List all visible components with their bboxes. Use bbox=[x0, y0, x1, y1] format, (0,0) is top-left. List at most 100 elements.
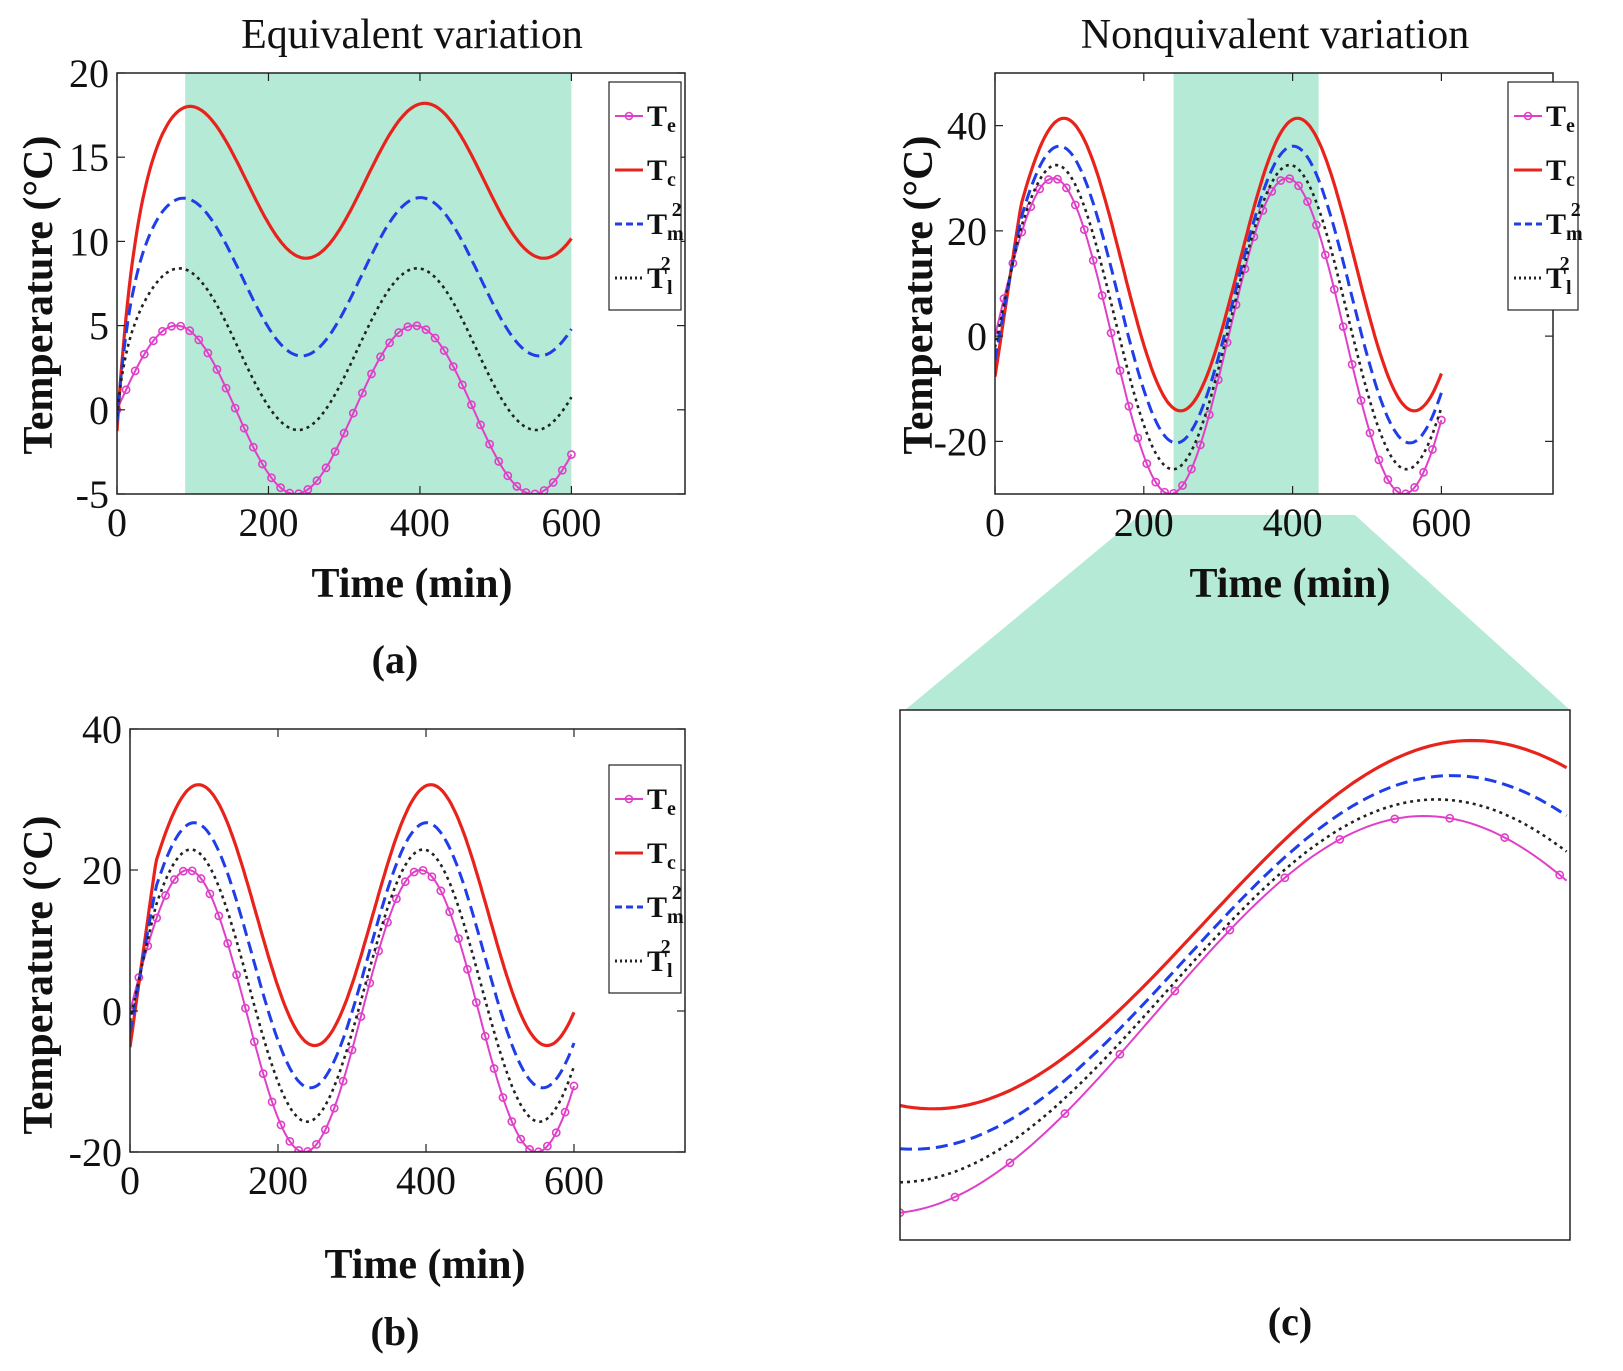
data-point-te bbox=[494, 457, 504, 466]
data-point-te bbox=[1106, 328, 1116, 338]
data-point-te bbox=[1053, 174, 1062, 184]
data-point-te bbox=[551, 1128, 561, 1138]
x-tick-label: 0 bbox=[985, 500, 1005, 545]
data-point-te bbox=[1392, 486, 1402, 494]
data-point-te bbox=[498, 1093, 508, 1102]
data-point-te bbox=[467, 400, 476, 410]
data-point-te bbox=[400, 877, 410, 887]
series-line-tm2 bbox=[117, 196, 573, 423]
data-point-te bbox=[1097, 291, 1107, 300]
data-point-te bbox=[1338, 322, 1348, 332]
data-point-te bbox=[169, 875, 179, 884]
series-line-te bbox=[995, 177, 1443, 494]
data-point-te bbox=[130, 366, 140, 376]
series-line-tc bbox=[130, 783, 576, 1048]
chart-c-xlabel: Time (min) bbox=[1189, 561, 1390, 607]
plot-frame bbox=[129, 728, 686, 1153]
data-point-te bbox=[1142, 459, 1152, 469]
data-point-te bbox=[1555, 870, 1565, 880]
y-tick-label: 40 bbox=[82, 707, 122, 752]
x-tick-label: 200 bbox=[238, 500, 298, 545]
chart-c-title: Nonquivalent variation bbox=[1081, 12, 1469, 58]
data-point-te bbox=[439, 346, 449, 355]
data-point-te bbox=[521, 488, 531, 494]
data-point-te bbox=[176, 321, 186, 331]
y-tick-label: 0 bbox=[102, 989, 122, 1034]
data-point-te bbox=[1062, 183, 1071, 193]
data-point-te bbox=[1445, 813, 1455, 823]
data-point-te bbox=[1115, 1049, 1125, 1059]
panel-c: Nonquivalent variation 0 200 400 600 -20 0 20 4… bbox=[896, 12, 1583, 607]
data-point-te bbox=[258, 1069, 268, 1079]
data-point-te bbox=[214, 911, 224, 921]
data-point-te bbox=[185, 326, 195, 336]
data-point-te bbox=[376, 352, 385, 362]
series-line-tl2 bbox=[995, 163, 1443, 471]
y-tick-label: 15 bbox=[69, 135, 109, 180]
caption-a: (a) bbox=[372, 637, 419, 682]
x-tick-label: 200 bbox=[248, 1158, 308, 1203]
data-point-te bbox=[430, 333, 440, 343]
data-point-te bbox=[232, 970, 241, 980]
data-point-te bbox=[267, 473, 276, 483]
series-line-tm2 bbox=[130, 821, 576, 1090]
data-point-te bbox=[241, 1003, 250, 1013]
data-point-te bbox=[239, 423, 249, 433]
x-tick-label: 0 bbox=[120, 1158, 140, 1203]
y-tick-label: 10 bbox=[69, 219, 109, 264]
data-point-te bbox=[1151, 477, 1161, 487]
data-point-te bbox=[303, 485, 313, 494]
data-point-te bbox=[312, 476, 322, 486]
data-point-te bbox=[285, 488, 295, 494]
data-point-te bbox=[294, 1146, 304, 1152]
data-point-te bbox=[367, 369, 376, 379]
data-point-te bbox=[1437, 415, 1446, 425]
caption-c: (c) bbox=[1268, 1299, 1312, 1344]
data-point-te bbox=[489, 1064, 499, 1073]
x-tick-label: 400 bbox=[1263, 500, 1323, 545]
data-point-te bbox=[1079, 225, 1089, 235]
data-point-te bbox=[330, 447, 340, 457]
series-line-te bbox=[900, 814, 1568, 1214]
data-point-te bbox=[391, 894, 401, 904]
x-tick-label: 400 bbox=[396, 1158, 456, 1203]
data-point-te bbox=[1410, 483, 1420, 492]
data-point-te bbox=[276, 483, 285, 493]
panel-c-zoom: (c) bbox=[899, 709, 1571, 1344]
chart-c-zoom-plot bbox=[899, 709, 1571, 1241]
data-point-te bbox=[1124, 401, 1134, 411]
data-point-te bbox=[339, 428, 349, 438]
data-point-te bbox=[1312, 220, 1321, 230]
series-line-tl2 bbox=[130, 848, 576, 1124]
data-point-te bbox=[557, 465, 567, 475]
data-point-te bbox=[1088, 256, 1098, 265]
data-point-te bbox=[161, 891, 170, 900]
data-point-te bbox=[445, 907, 455, 917]
data-point-te bbox=[548, 478, 558, 487]
data-point-te bbox=[267, 1097, 277, 1107]
x-tick-label: 400 bbox=[390, 500, 450, 545]
data-point-te bbox=[1276, 176, 1286, 185]
y-tick-label: 20 bbox=[82, 848, 122, 893]
data-point-te bbox=[121, 385, 131, 395]
panel-a: Equivalent variation 0 200 400 600-50510152… bbox=[16, 12, 686, 682]
data-point-te bbox=[230, 403, 240, 413]
series-line-tc bbox=[900, 738, 1568, 1111]
data-point-te bbox=[427, 872, 437, 882]
data-point-te bbox=[1374, 455, 1384, 465]
data-point-te bbox=[312, 1139, 321, 1149]
data-point-te bbox=[436, 886, 446, 896]
data-point-te bbox=[1335, 835, 1345, 844]
data-point-te bbox=[569, 1081, 579, 1091]
y-tick-label: -5 bbox=[76, 472, 109, 517]
series-line-tm2 bbox=[995, 144, 1443, 445]
data-point-te bbox=[1060, 1109, 1070, 1118]
data-point-te bbox=[1294, 181, 1303, 191]
data-point-te bbox=[1035, 184, 1045, 194]
data-point-te bbox=[1329, 285, 1339, 294]
